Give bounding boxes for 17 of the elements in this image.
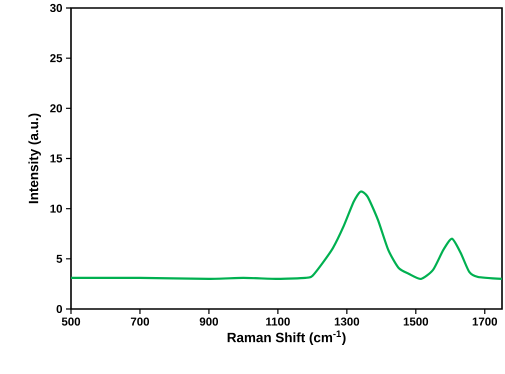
y-tick-label: 15: [50, 154, 62, 162]
y-tick-label: 25: [50, 54, 62, 62]
y-axis-title: Intensity (a.u.): [28, 114, 41, 204]
x-tick-label: 1700: [472, 318, 498, 326]
x-tick-label: 900: [200, 318, 218, 326]
y-tick-label: 20: [50, 104, 62, 112]
y-tick-label: 0: [56, 304, 62, 314]
y-tick-label: 10: [50, 204, 62, 213]
x-tick-label: 1500: [404, 318, 428, 326]
x-axis-title: Raman Shift (cm$^{-1}$): [228, 330, 346, 345]
line-series: [71, 190, 502, 280]
x-tick-label: 1300: [334, 318, 360, 326]
y-tick-label: 5: [56, 254, 62, 263]
y-tick-label: 30: [50, 4, 62, 12]
x-tick-label: 700: [130, 318, 150, 326]
x-tick-label: 500: [62, 318, 80, 326]
x-tick-label: 1100: [266, 318, 290, 326]
